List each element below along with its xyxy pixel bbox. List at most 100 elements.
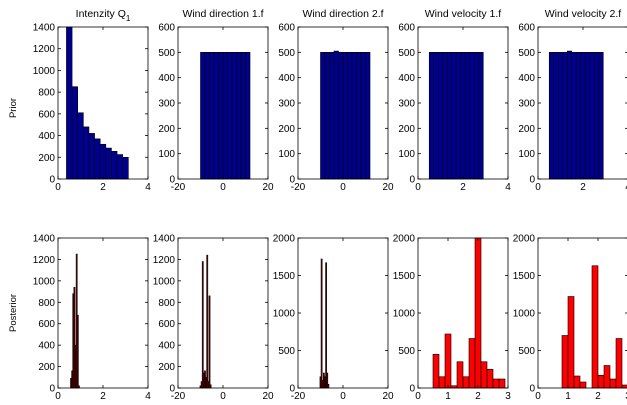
x-tick-label: -20 (171, 182, 186, 193)
histogram-bar (597, 374, 605, 389)
histogram-bar (591, 265, 599, 389)
histogram-bar (478, 52, 484, 180)
y-tick-label: 100 (518, 149, 535, 160)
histogram-bar (222, 52, 228, 180)
y-tick-label: 500 (398, 48, 415, 59)
x-tick-label: 2 (460, 182, 466, 193)
histogram-bar (589, 52, 595, 180)
histogram-bar (351, 52, 357, 180)
x-tick-label: 3 (625, 391, 627, 402)
histogram-bar (462, 376, 470, 389)
y-tick-label: 2000 (513, 234, 536, 245)
histogram-bar (333, 50, 339, 180)
y-tick-label: 500 (278, 48, 295, 59)
histogram-bar (474, 237, 482, 389)
y-tick-label: 600 (518, 23, 535, 34)
histogram-bar (329, 52, 335, 180)
histogram-bar (94, 138, 101, 180)
y-tick-label: 600 (158, 23, 175, 34)
x-tick-label: 2 (100, 182, 106, 193)
y-tick-label: 600 (38, 109, 55, 120)
y-tick-label: 400 (518, 73, 535, 84)
y-tick-label: 1000 (393, 309, 416, 320)
histogram-bar (88, 133, 95, 180)
y-tick-label: 0 (169, 175, 175, 186)
x-tick-label: 0 (535, 182, 541, 193)
histogram-bar (320, 52, 326, 180)
histogram-bar (464, 52, 471, 180)
histogram-bar (99, 143, 107, 180)
histogram-bar (603, 365, 611, 389)
histogram-bar (469, 52, 475, 180)
x-tick-label: 0 (220, 391, 226, 402)
y-tick-label: 1400 (33, 23, 56, 34)
y-tick-label: 1000 (513, 309, 536, 320)
histogram-bar (580, 52, 586, 180)
histogram-bar (245, 52, 251, 180)
histogram-bar (451, 52, 457, 180)
y-tick-label: 600 (278, 23, 295, 34)
histogram-bar (432, 353, 440, 389)
histogram-bar (116, 154, 123, 180)
y-tick-label: 1500 (393, 271, 416, 282)
histogram-bar (433, 52, 439, 180)
y-tick-label: 1500 (273, 271, 296, 282)
histogram-bar (77, 112, 84, 180)
chart-title: Intenzity Q1 (76, 8, 131, 23)
y-tick-label: 500 (518, 48, 535, 59)
y-tick-label: 500 (158, 48, 175, 59)
x-tick-label: 3 (505, 391, 511, 402)
chart-title-text: Wind direction 2.f (302, 8, 383, 20)
histogram-bar (428, 52, 435, 180)
x-tick-label: 1 (565, 391, 571, 402)
x-tick-label: 0 (55, 391, 61, 402)
y-tick-label: 0 (49, 384, 55, 395)
y-tick-label: 1500 (513, 271, 536, 282)
y-tick-label: 200 (398, 124, 415, 135)
axes-frame (297, 237, 389, 389)
y-tick-label: 100 (278, 149, 295, 160)
histogram-panel-1: 0 2 4 0 200 400 600 800 1000 1200 1400 Intenzity Q1 (33, 8, 151, 193)
y-tick-label: 0 (529, 175, 535, 186)
histogram-bar (200, 52, 206, 180)
axes-frame (57, 237, 149, 389)
histogram-bar (209, 384, 212, 389)
y-tick-label: 200 (158, 362, 175, 373)
y-tick-label: 600 (398, 23, 415, 34)
x-tick-label: 20 (382, 182, 394, 193)
y-tick-label: 400 (158, 341, 175, 352)
y-tick-label: 500 (398, 346, 415, 357)
chart-title: Wind velocity 2.f (545, 8, 622, 20)
y-tick-label: 500 (518, 346, 535, 357)
histogram-bar (473, 52, 480, 180)
y-tick-label: 1400 (153, 234, 176, 245)
histogram-bar (579, 381, 587, 389)
histogram-bar (468, 338, 476, 389)
histogram-bar (492, 378, 500, 389)
histogram-bar (598, 52, 604, 180)
histogram-bar (593, 52, 600, 180)
histogram-bar (360, 52, 366, 180)
x-tick-label: 4 (625, 182, 627, 193)
x-tick-label: -20 (291, 391, 306, 402)
y-tick-label: 400 (278, 73, 295, 84)
histogram-bar (213, 52, 219, 180)
histogram-bar (437, 52, 444, 180)
y-tick-label: 200 (38, 362, 55, 373)
y-tick-label: 200 (278, 124, 295, 135)
histogram-panel-4: 0 2 4 0 100 200 300 400 500 600 Wind velocity 1.f (398, 8, 511, 193)
histogram-bar (562, 52, 568, 180)
y-tick-label: 200 (38, 153, 55, 164)
chart-title: Wind direction 1.f (182, 8, 263, 20)
y-tick-label: 0 (289, 175, 295, 186)
y-tick-label: 400 (38, 131, 55, 142)
histogram-panel-9: 0 1 2 3 0 500 1000 1500 2000 (393, 234, 511, 403)
row-label-prior: Prior (8, 98, 19, 118)
row-label-posterior: Posterior (8, 294, 19, 332)
histogram-bar (442, 52, 448, 180)
histogram-bar (561, 335, 569, 389)
x-tick-label: 0 (415, 391, 421, 402)
histogram-bar (327, 383, 330, 389)
histogram-bar (105, 147, 112, 180)
